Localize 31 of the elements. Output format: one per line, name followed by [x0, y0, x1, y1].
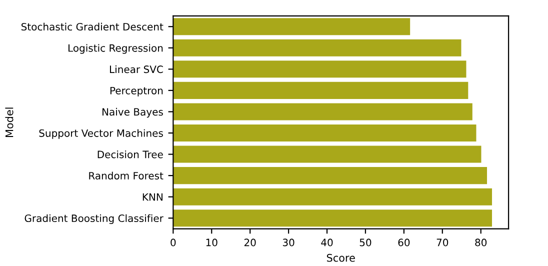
y-tick-label: Random Forest [89, 172, 164, 180]
bar [173, 103, 472, 120]
y-tick-label: Support Vector Machines [39, 129, 163, 139]
bar [173, 18, 410, 36]
y-tick-label: Naive Bayes [102, 108, 163, 118]
y-tick-label: Linear SVC [110, 65, 163, 74]
x-axis-title: Score [326, 254, 355, 262]
bar [173, 82, 468, 99]
x-tick-label: 30 [282, 238, 294, 246]
x-tick-label: 60 [398, 238, 410, 246]
y-tick-label: Gradient Boosting Classifier [24, 214, 164, 224]
x-tick-label: 0 [170, 238, 176, 246]
y-tick-label: KNN [142, 193, 162, 201]
y-axis-title: Model [5, 108, 14, 137]
x-tick-label: 20 [244, 238, 256, 246]
bar [173, 124, 476, 142]
x-tick-label: 70 [436, 238, 448, 246]
bar [173, 167, 488, 184]
x-tick-label: 50 [360, 238, 372, 246]
y-tick-label: Stochastic Gradient Descent [21, 22, 164, 31]
bar [173, 39, 462, 56]
y-tick-label: Logistic Regression [68, 44, 163, 54]
x-tick-label: 10 [206, 238, 218, 246]
x-tick-label: 80 [475, 238, 487, 246]
bar [173, 210, 492, 227]
bar [173, 60, 466, 78]
bar [173, 146, 482, 163]
x-tick-label: 40 [321, 238, 333, 246]
bar [173, 188, 492, 206]
y-tick-label: Decision Tree [98, 150, 163, 158]
y-tick-label: Perceptron [110, 86, 163, 96]
